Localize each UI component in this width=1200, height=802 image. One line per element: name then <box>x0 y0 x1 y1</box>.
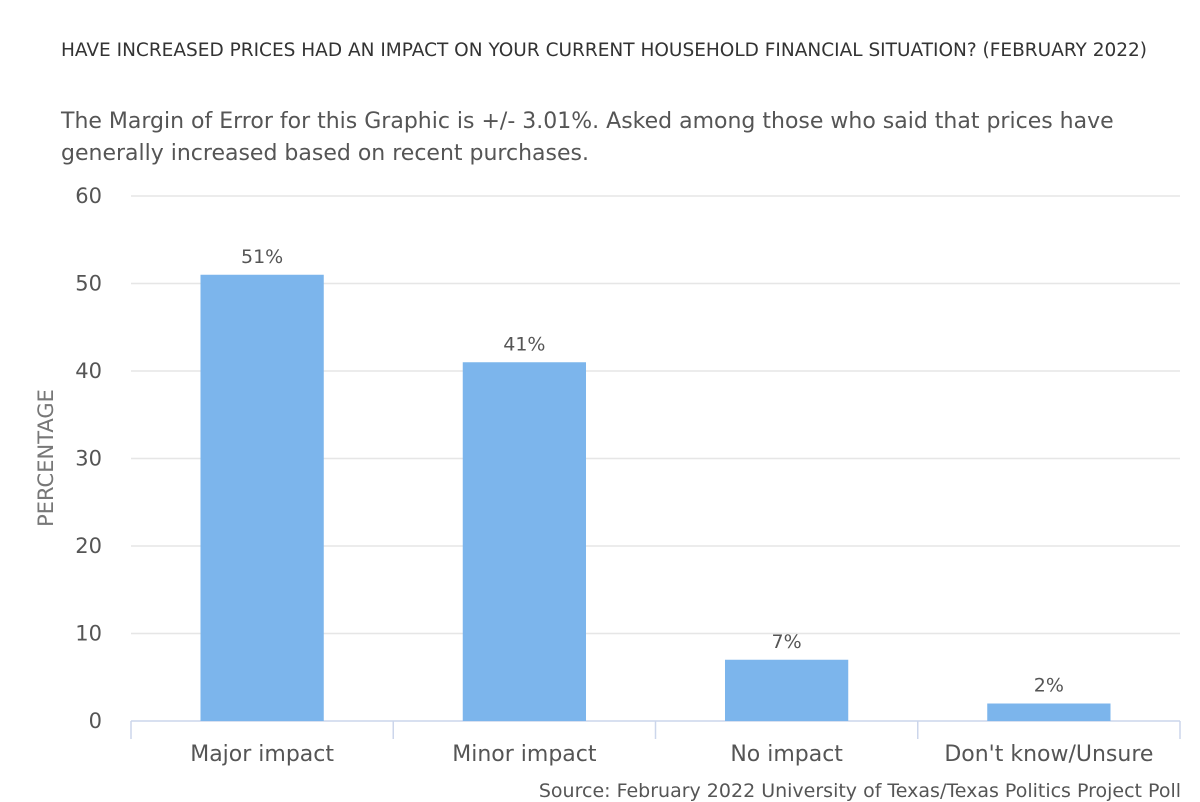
bar-minor-impact <box>462 362 587 721</box>
chart-subtitle: The Margin of Error for this Graphic is … <box>61 109 1114 166</box>
data-label: 41% <box>503 333 545 355</box>
y-tick-label: 10 <box>75 622 102 646</box>
y-tick-label: 60 <box>75 184 102 208</box>
data-label: 51% <box>241 246 283 268</box>
x-category-label: Minor impact <box>452 742 597 767</box>
y-tick-label: 20 <box>75 534 102 558</box>
bar-no-impact <box>724 659 849 721</box>
y-tick-label: 50 <box>75 272 102 296</box>
data-label: 2% <box>1034 675 1064 697</box>
x-category-label: Major impact <box>190 742 334 767</box>
x-category-label: Don't know/Unsure <box>944 742 1153 767</box>
source-note: Source: February 2022 University of Texa… <box>538 780 1181 802</box>
y-tick-label: 40 <box>75 359 102 383</box>
bar-major-impact <box>200 274 324 721</box>
y-tick-label: 30 <box>75 447 102 471</box>
x-category-label: No impact <box>730 742 843 767</box>
y-axis-title: PERCENTAGE <box>34 389 58 527</box>
y-tick-label: 0 <box>89 709 102 733</box>
labels: 0 10 20 30 40 50 60 51% Major impact 41% Minor imp… <box>75 184 1153 767</box>
data-label: 7% <box>772 631 802 653</box>
bar-don-t-know-unsure <box>987 703 1111 721</box>
bars <box>200 274 1111 721</box>
chart-title: HAVE INCREASED PRICES HAD AN IMPACT ON Y… <box>61 40 1147 61</box>
